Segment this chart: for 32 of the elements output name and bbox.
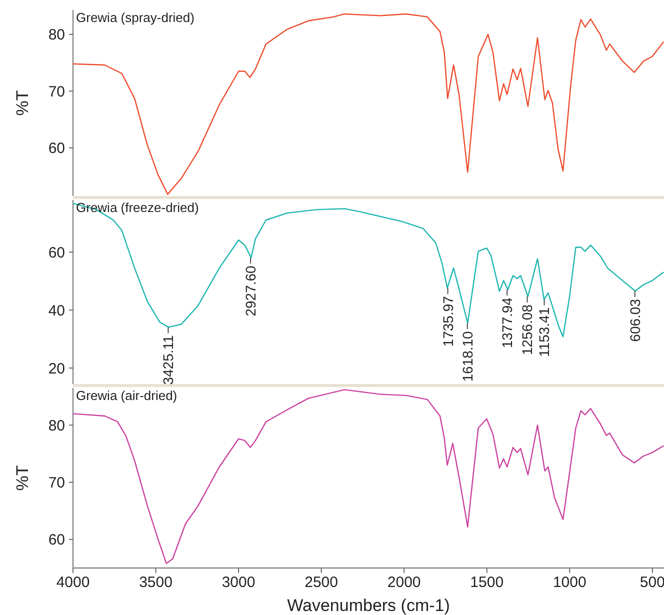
y-tick-label: 80 xyxy=(48,26,65,44)
y-tick-label: 60 xyxy=(48,140,65,158)
y-tick-label: 70 xyxy=(48,83,65,100)
annotation: 606.03 xyxy=(626,298,643,342)
x-tick-label: 500 xyxy=(640,574,664,591)
x-tick-label: 1500 xyxy=(470,574,504,591)
y-tick-label: 70 xyxy=(48,474,65,492)
x-tick-label: 3000 xyxy=(222,574,256,591)
y-axis-title: %T xyxy=(13,90,32,116)
y-tick-label: 80 xyxy=(48,417,65,434)
y-axis-title: %T xyxy=(13,465,32,491)
y-tick-label: 40 xyxy=(48,302,65,320)
x-tick-label: 1000 xyxy=(552,574,586,591)
line-series xyxy=(72,389,664,564)
chart-title: Grewia (spray-dried) xyxy=(76,10,194,25)
y-tick-label: 20 xyxy=(48,360,65,378)
x-tick-label: 2000 xyxy=(387,574,421,591)
x-tick-label: 2500 xyxy=(304,574,338,591)
annotation: 2927.60 xyxy=(242,265,259,316)
x-tick-label: 3500 xyxy=(139,574,172,591)
y-tick-label: 60 xyxy=(48,532,65,549)
annotation: 1735.97 xyxy=(440,296,456,347)
annotation: 3425.11 xyxy=(160,335,176,385)
x-axis-title: Wavenumbers (cm-1) xyxy=(287,596,450,615)
annotation: 1618.10 xyxy=(459,330,476,382)
annotation: 1377.94 xyxy=(499,297,516,348)
annotation: 1153.41 xyxy=(536,307,552,357)
chart-title: Grewia (air-dried) xyxy=(76,388,178,403)
line-series xyxy=(72,13,664,195)
x-tick-label: 4000 xyxy=(56,574,90,591)
annotation: 1256.08 xyxy=(519,304,536,356)
y-tick-label: 60 xyxy=(48,244,65,262)
